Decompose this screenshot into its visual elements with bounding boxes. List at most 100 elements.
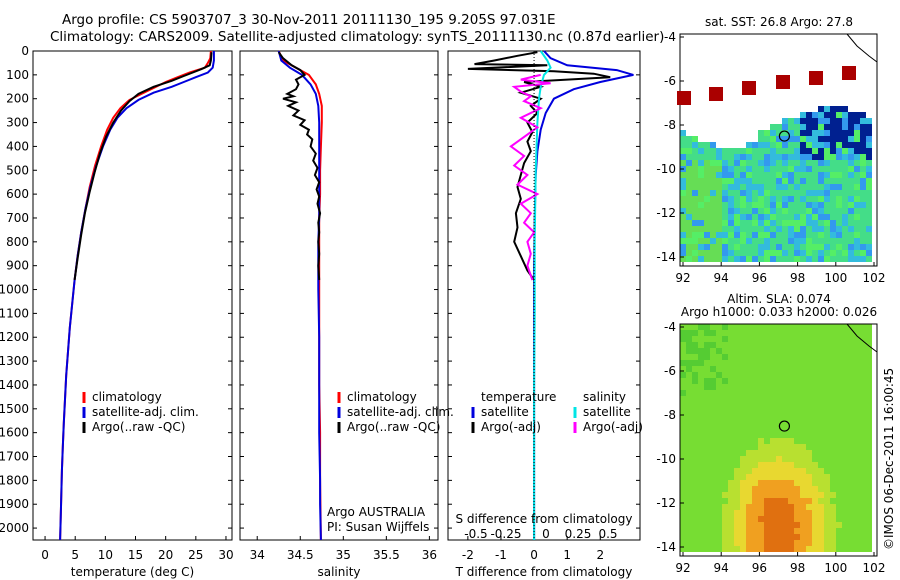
- sla-map-cell: [776, 522, 782, 528]
- sla-map-cell: [734, 510, 740, 516]
- sla-map-cell: [758, 372, 764, 378]
- sst-map-cell: [680, 256, 686, 262]
- sla-map-cell: [800, 498, 806, 504]
- sst-map-cell: [818, 124, 824, 130]
- sst-map-cell: [698, 160, 704, 166]
- sla-map-cell: [842, 354, 848, 360]
- sst-xtick-label: 98: [790, 271, 805, 285]
- sla-map-cell: [806, 330, 812, 336]
- sst-map-cell: [836, 136, 842, 142]
- sla-map-cell: [746, 438, 752, 444]
- sla-map-cell: [800, 414, 806, 420]
- sla-map-cell: [704, 540, 710, 546]
- sla-map-cell: [716, 336, 722, 342]
- sst-map-cell: [782, 244, 788, 250]
- sst-map-cell: [836, 256, 842, 262]
- sla-map-cell: [680, 444, 686, 450]
- sla-map-cell: [860, 456, 866, 462]
- sst-map-cell: [692, 202, 698, 208]
- sla-map-cell: [800, 372, 806, 378]
- sla-map-cell: [770, 456, 776, 462]
- sla-map-cell: [866, 504, 872, 510]
- sst-map-cell: [746, 250, 752, 256]
- sst-map-cell: [800, 214, 806, 220]
- sla-map-cell: [698, 336, 704, 342]
- sst-map-cell: [836, 178, 842, 184]
- sst-map-cell: [740, 238, 746, 244]
- sla-map-cell: [686, 510, 692, 516]
- sla-map-cell: [752, 450, 758, 456]
- sst-map-cell: [788, 244, 794, 250]
- sst-map-cell: [806, 154, 812, 160]
- sst-map-cell: [734, 184, 740, 190]
- sla-map-cell: [842, 534, 848, 540]
- sla-map-cell: [716, 354, 722, 360]
- sst-map-cell: [848, 160, 854, 166]
- sla-map-cell: [722, 330, 728, 336]
- sla-map-cell: [692, 336, 698, 342]
- sst-swath-marker: [677, 91, 691, 105]
- sla-map-cell: [818, 528, 824, 534]
- sla-map-cell: [752, 492, 758, 498]
- sla-map-cell: [788, 372, 794, 378]
- sst-map-cell: [698, 172, 704, 178]
- sla-map-cell: [794, 438, 800, 444]
- sla-map-cell: [830, 342, 836, 348]
- sla-map-cell: [752, 468, 758, 474]
- sla-map-cell: [776, 474, 782, 480]
- sla-map-cell: [866, 402, 872, 408]
- sla-map-cell: [722, 426, 728, 432]
- sst-map-cell: [806, 226, 812, 232]
- sst-map-cell: [824, 244, 830, 250]
- sla-map-cell: [698, 480, 704, 486]
- sla-map-cell: [758, 366, 764, 372]
- sla-map-cell: [686, 540, 692, 546]
- sla-map-cell: [782, 444, 788, 450]
- sst-map-cell: [794, 136, 800, 142]
- sla-map-cell: [818, 354, 824, 360]
- sla-map-cell: [734, 330, 740, 336]
- sla-map-cell: [848, 480, 854, 486]
- sst-map-cell: [728, 184, 734, 190]
- sla-map-cell: [740, 522, 746, 528]
- sla-map-cell: [770, 468, 776, 474]
- sla-map-cell: [710, 360, 716, 366]
- sla-map-cell: [752, 378, 758, 384]
- sla-map-cell: [710, 510, 716, 516]
- sst-map-cell: [728, 202, 734, 208]
- sst-map-cell: [734, 172, 740, 178]
- sst-map-cell: [782, 172, 788, 178]
- sla-map-cell: [710, 324, 716, 330]
- sst-map-cell: [686, 136, 692, 142]
- sst-map-cell: [692, 196, 698, 202]
- sst-map-cell: [776, 130, 782, 136]
- sst-map-cell: [788, 124, 794, 130]
- sla-map-cell: [782, 378, 788, 384]
- sla-map-cell: [758, 360, 764, 366]
- sla-map-cell: [704, 390, 710, 396]
- sla-map-cell: [740, 528, 746, 534]
- sla-map-cell: [752, 444, 758, 450]
- sla-map-cell: [752, 480, 758, 486]
- sla-map-cell: [770, 480, 776, 486]
- salinity-xtick-label: 35: [336, 548, 351, 562]
- sla-map-cell: [788, 378, 794, 384]
- sla-map-cell: [782, 546, 788, 552]
- sla-map-cell: [734, 438, 740, 444]
- salinity-xtick-label: 34.5: [287, 548, 314, 562]
- sla-map-cell: [728, 342, 734, 348]
- sst-map-cell: [710, 196, 716, 202]
- sla-map-cell: [770, 540, 776, 546]
- sst-map-cell: [776, 172, 782, 178]
- sst-map-cell: [848, 124, 854, 130]
- sla-map-cell: [680, 486, 686, 492]
- sst-map-cell: [692, 136, 698, 142]
- sla-map-cell: [818, 498, 824, 504]
- sla-map-cell: [734, 474, 740, 480]
- sst-map-cell: [734, 226, 740, 232]
- sla-map-cell: [710, 456, 716, 462]
- sst-map-cell: [680, 172, 686, 178]
- sla-map-cell: [710, 486, 716, 492]
- sla-map-cell: [860, 444, 866, 450]
- sla-map-cell: [824, 450, 830, 456]
